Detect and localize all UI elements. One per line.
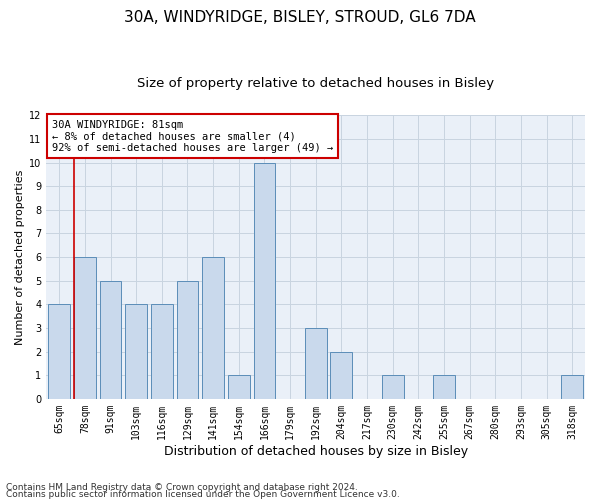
Bar [74, 257, 96, 399]
Text: Contains public sector information licensed under the Open Government Licence v3: Contains public sector information licen… [6, 490, 400, 499]
Bar [561, 375, 583, 399]
Bar [382, 375, 404, 399]
Title: Size of property relative to detached houses in Bisley: Size of property relative to detached ho… [137, 78, 494, 90]
Bar [331, 352, 352, 399]
Bar [49, 304, 70, 399]
Text: Contains HM Land Registry data © Crown copyright and database right 2024.: Contains HM Land Registry data © Crown c… [6, 484, 358, 492]
Bar [305, 328, 326, 399]
Text: 30A WINDYRIDGE: 81sqm
← 8% of detached houses are smaller (4)
92% of semi-detach: 30A WINDYRIDGE: 81sqm ← 8% of detached h… [52, 120, 333, 152]
Bar [202, 257, 224, 399]
Text: 30A, WINDYRIDGE, BISLEY, STROUD, GL6 7DA: 30A, WINDYRIDGE, BISLEY, STROUD, GL6 7DA [124, 10, 476, 25]
Bar [433, 375, 455, 399]
Bar [228, 375, 250, 399]
Bar [100, 280, 121, 399]
Y-axis label: Number of detached properties: Number of detached properties [15, 170, 25, 344]
X-axis label: Distribution of detached houses by size in Bisley: Distribution of detached houses by size … [164, 444, 468, 458]
Bar [125, 304, 147, 399]
Bar [176, 280, 199, 399]
Bar [254, 162, 275, 399]
Bar [151, 304, 173, 399]
